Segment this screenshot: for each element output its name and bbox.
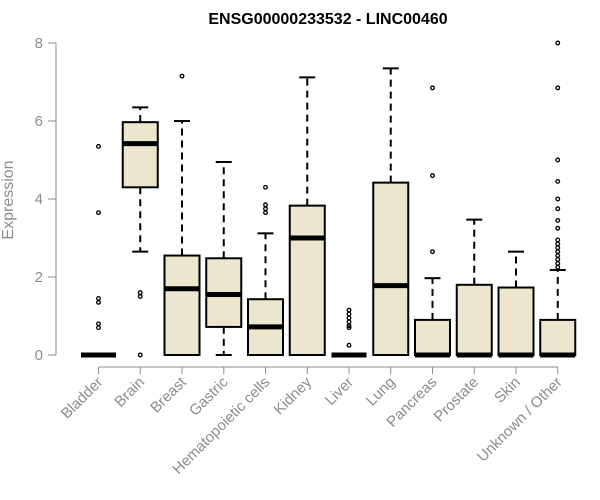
outlier-point [555, 245, 561, 251]
y-tick-label: 0 [35, 347, 43, 364]
outlier-point [263, 210, 268, 216]
box-hematopoietic-cells [247, 184, 284, 357]
chart-title: ENSG00000233532 - LINC00460 [208, 11, 447, 28]
box-liver [331, 307, 367, 358]
outlier-point [555, 178, 561, 184]
outlier-point [346, 307, 352, 313]
box-skin [497, 250, 535, 358]
outlier-point [555, 253, 561, 258]
y-tick-label: 2 [35, 269, 43, 286]
outlier-point [137, 294, 143, 299]
outlier-point [96, 296, 101, 301]
box-rect [497, 286, 535, 356]
y-axis: 0 2 4 6 8 [35, 35, 57, 364]
outlier-point [96, 299, 101, 305]
box-lung [372, 67, 410, 356]
box-rect [414, 318, 451, 356]
y-tick-label: 4 [35, 191, 43, 208]
outlier-point [430, 249, 435, 255]
box-rect [121, 121, 159, 189]
x-tick-label-kidney: Kidney [271, 373, 316, 418]
box-rect [455, 283, 493, 356]
outlier-point [137, 290, 143, 296]
box-rect [163, 254, 201, 356]
x-tick-label-prostate: Prostate [431, 374, 483, 426]
outlier-point [555, 225, 561, 231]
outlier-point [137, 352, 143, 358]
outlier-point [96, 143, 101, 149]
plot-area [81, 40, 577, 358]
box-prostate [455, 218, 493, 358]
x-tick-label-brain: Brain [111, 374, 148, 411]
outlier-point [555, 264, 561, 270]
outlier-point [555, 157, 561, 163]
box-rect [372, 181, 410, 356]
box-breast [163, 73, 201, 356]
outlier-point [346, 315, 352, 321]
box-unknown-other [539, 40, 577, 358]
x-tick-label-skin: Skin [491, 374, 524, 407]
outlier-point [555, 249, 561, 255]
box-bladder [81, 143, 116, 358]
outlier-point [555, 237, 561, 243]
box-rect [539, 318, 577, 356]
outlier-point [430, 173, 435, 179]
outlier-point [555, 206, 561, 212]
outlier-point [555, 196, 561, 202]
outlier-point [555, 217, 561, 223]
outlier-point [263, 184, 268, 190]
outlier-point [263, 202, 268, 208]
box-rect [288, 204, 326, 356]
outlier-point [96, 325, 101, 331]
outlier-point [555, 260, 561, 266]
x-tick-label-bladder: Bladder [58, 374, 107, 423]
y-tick-label: 6 [35, 113, 43, 130]
outlier-point [96, 210, 101, 216]
outlier-point [346, 311, 352, 317]
outlier-point [555, 85, 561, 91]
x-tick-label-lung: Lung [363, 374, 399, 410]
x-tick-label-liver: Liver [322, 374, 357, 409]
y-axis-label: Expression [0, 160, 17, 239]
outlier-point [346, 342, 352, 348]
outlier-point [346, 323, 352, 329]
outlier-point [555, 257, 561, 262]
box-kidney [288, 76, 326, 356]
outlier-point [430, 85, 435, 91]
outlier-point [96, 321, 101, 327]
outlier-point [179, 73, 185, 79]
box-brain [121, 106, 159, 358]
outlier-point [346, 325, 352, 331]
outlier-point [555, 241, 561, 247]
outlier-point [346, 319, 352, 325]
box-pancreas [414, 85, 451, 358]
outlier-point [555, 40, 561, 46]
y-tick-label: 8 [35, 35, 43, 52]
outlier-point [263, 206, 268, 212]
box-gastric [205, 160, 243, 356]
x-tick-label-breast: Breast [147, 373, 190, 416]
